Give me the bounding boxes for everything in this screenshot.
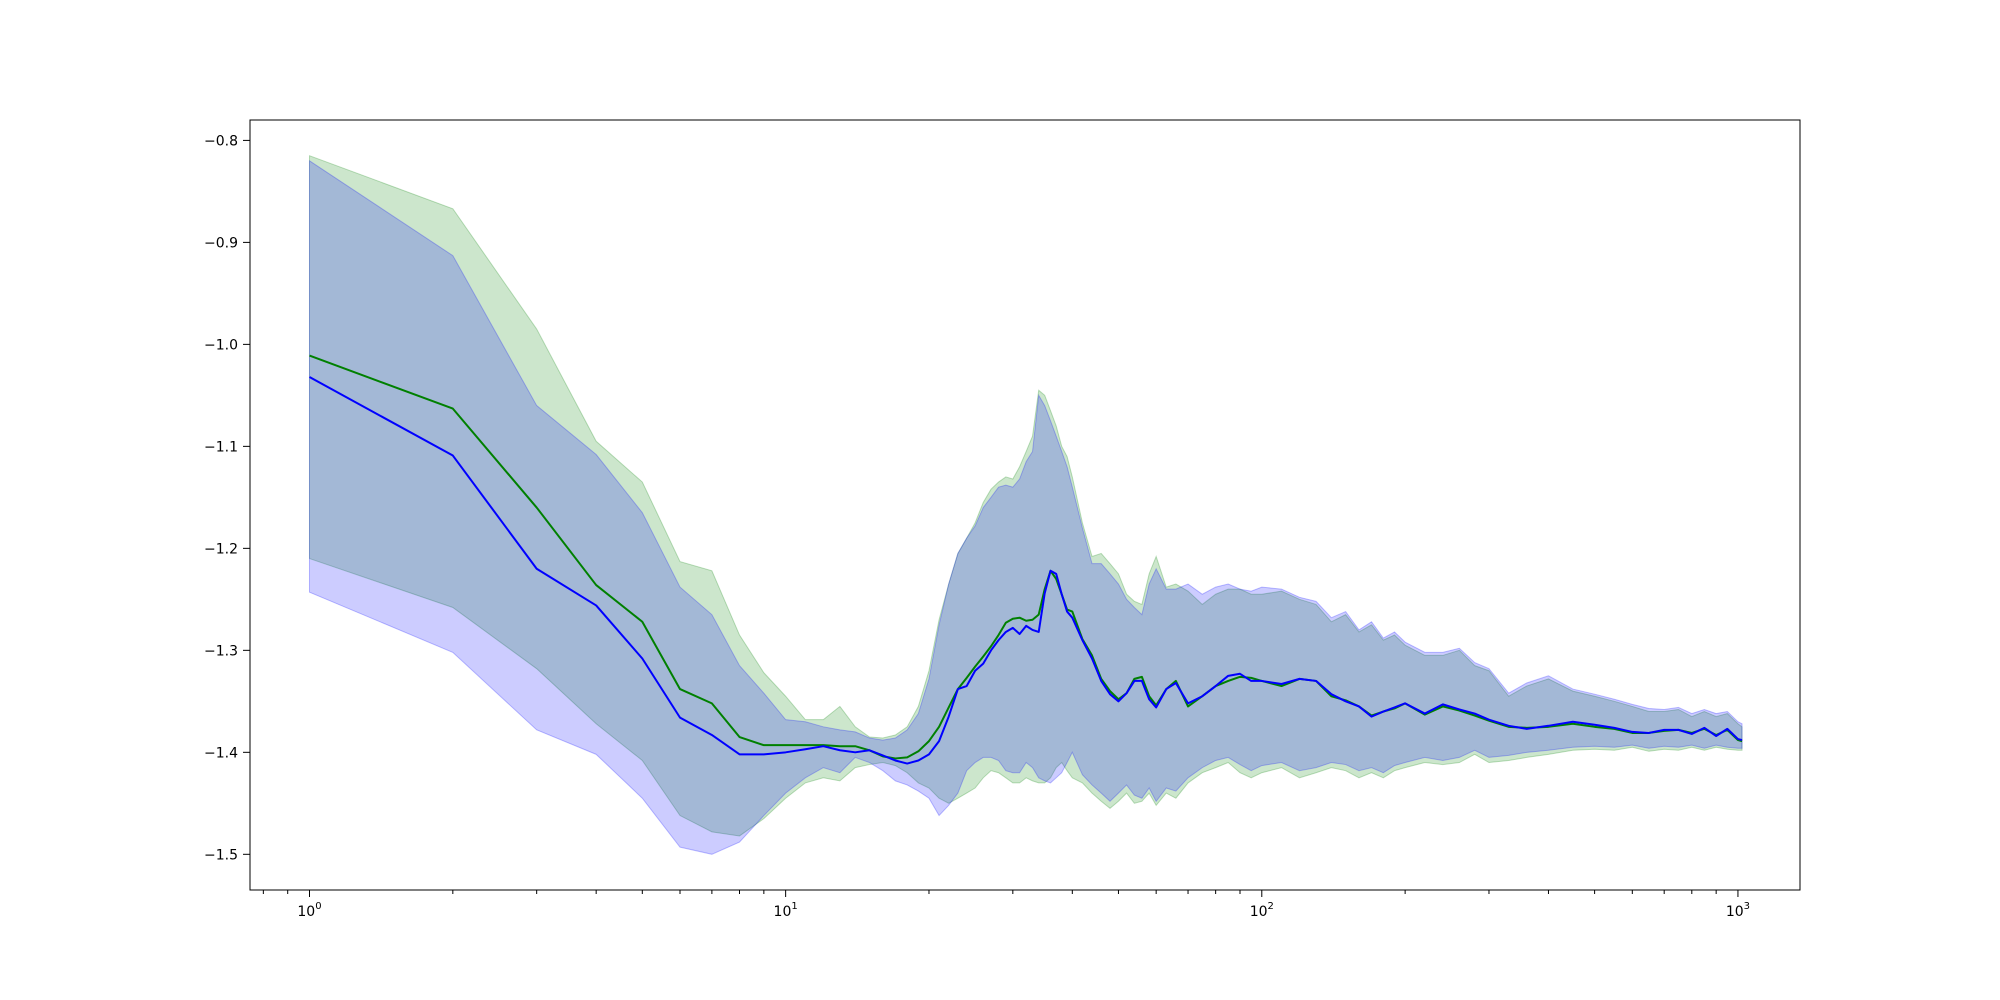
y-tick-label: −0.9 [204,235,238,251]
y-tick-label: −1.2 [204,541,238,557]
x-tick-label: 100 [297,901,321,920]
plot-area-frame [249,119,1801,891]
y-tick-label: −0.8 [204,133,238,149]
x-tick-label: 102 [1250,901,1274,920]
x-tick-label: 101 [774,901,798,920]
y-tick-label: −1.3 [204,643,238,659]
x-tick-label: 103 [1726,901,1750,920]
y-tick-label: −1.0 [204,337,238,353]
y-tick-label: −1.1 [204,439,238,455]
x-axis: 100 101 102 103 [262,890,1750,920]
y-tick-label: −1.4 [204,745,238,761]
y-axis: −0.8 −0.9 −1.0 −1.1 −1.2 −1.3 −1.4 −1.5 [204,133,250,863]
confidence-band-2 [308,159,1743,855]
series-line-2 [309,376,1743,765]
series-lines [309,354,1743,765]
plot-area-background [250,120,1800,890]
y-tick-label: −1.5 [204,847,238,863]
